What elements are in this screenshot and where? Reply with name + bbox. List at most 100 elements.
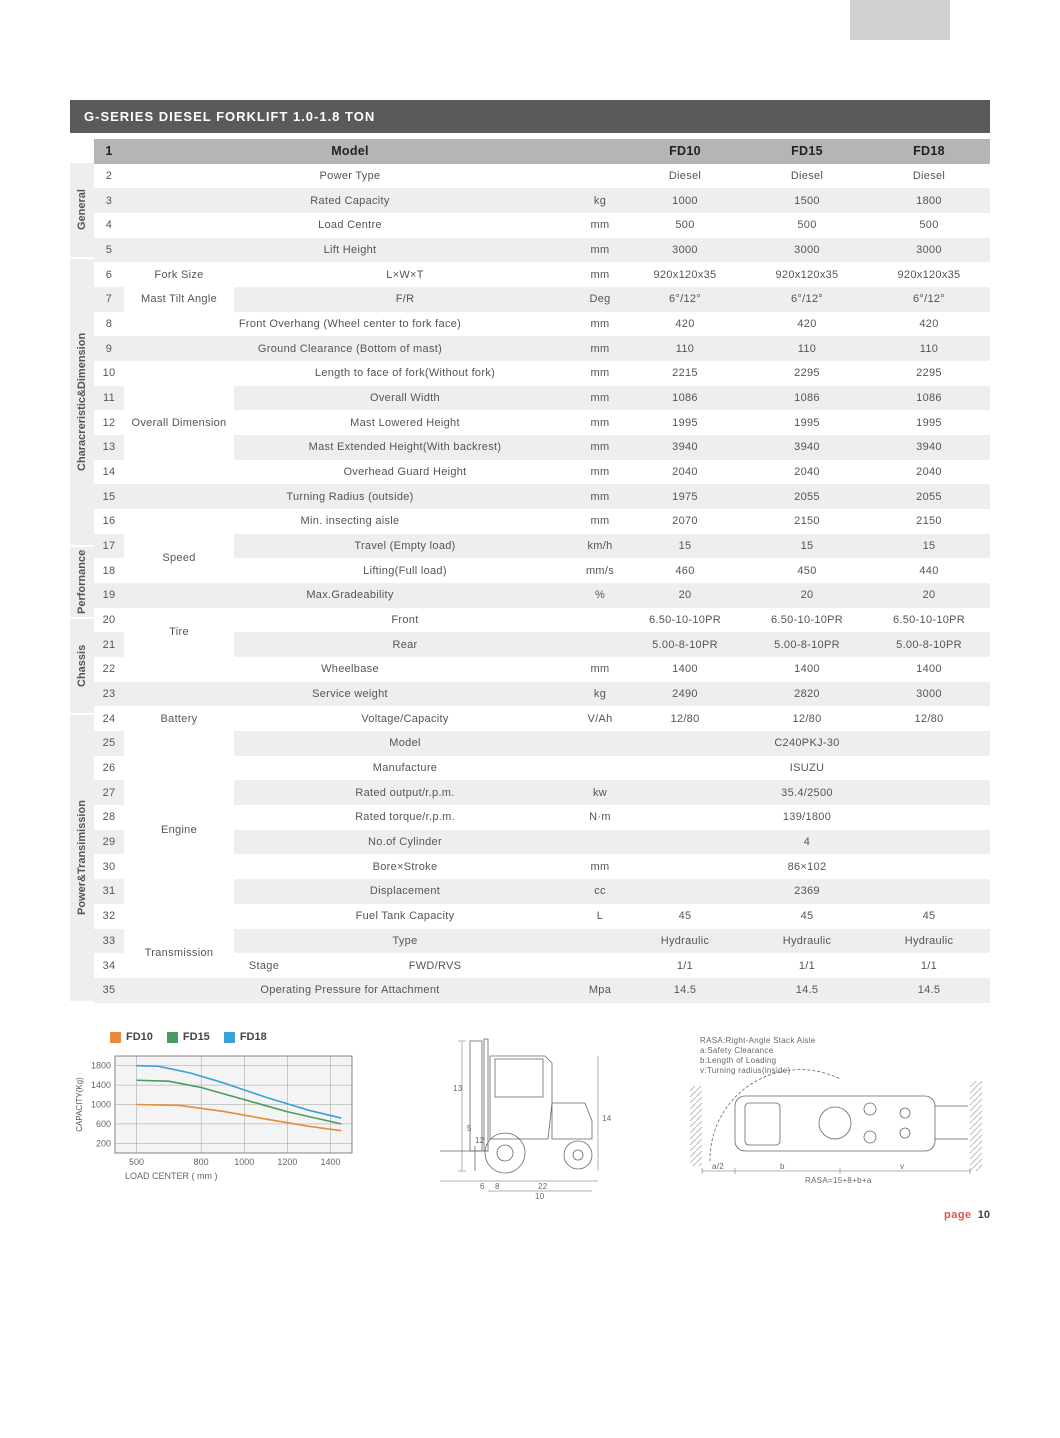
row-value: 5.00-8-10PR: [868, 632, 990, 657]
dim-label: 13: [453, 1084, 463, 1093]
row-label: Lifting(Full load): [234, 558, 576, 583]
row-unit: mm: [576, 386, 624, 411]
note: b:Length of Loading: [700, 1056, 776, 1065]
row-value: 2055: [746, 484, 868, 509]
row-num: 29: [94, 830, 124, 855]
row-value: 20: [868, 583, 990, 608]
row-num: 31: [94, 879, 124, 904]
row-value: 45: [624, 904, 746, 929]
row-num: 35: [94, 978, 124, 1003]
row-label: Travel (Empty load): [234, 534, 576, 559]
row-num: 12: [94, 410, 124, 435]
row-value: 3940: [868, 435, 990, 460]
formula: RASA=15+8+b+a: [805, 1176, 872, 1185]
row-sub: Fork Size: [124, 262, 234, 287]
row-value: 3000: [868, 238, 990, 263]
row-num: 9: [94, 336, 124, 361]
row-unit: mm: [576, 484, 624, 509]
row-unit: mm: [576, 657, 624, 682]
row-value: 110: [624, 336, 746, 361]
header-col: FD10: [624, 139, 746, 164]
page-footer: page 10: [944, 1209, 990, 1221]
row-sub: Engine: [124, 731, 234, 928]
row-value: Diesel: [868, 164, 990, 189]
row-sub: Speed: [124, 534, 234, 583]
row-unit: [576, 929, 624, 954]
legend-item: FD18: [224, 1031, 267, 1043]
row-value: 20: [624, 583, 746, 608]
row-value: 3000: [746, 238, 868, 263]
row-value: 500: [868, 213, 990, 238]
row-label: L×W×T: [234, 262, 576, 287]
header-col: FD15: [746, 139, 868, 164]
row-sub: Transmission: [124, 929, 234, 978]
dim-label: 12: [475, 1136, 485, 1145]
row-label: Front: [234, 608, 576, 633]
row-value: 1975: [624, 484, 746, 509]
row-num: 3: [94, 188, 124, 213]
row-num: 25: [94, 731, 124, 756]
row-value: 1995: [624, 410, 746, 435]
row-value: 420: [624, 312, 746, 337]
row-value-merged: 4: [624, 830, 990, 855]
row-value: 6.50-10-10PR: [624, 608, 746, 633]
row-unit: mm: [576, 460, 624, 485]
legend-label: FD10: [126, 1031, 153, 1043]
row-sub: Overall Dimension: [124, 361, 234, 484]
row-num: 16: [94, 509, 124, 534]
row-num: 33: [94, 929, 124, 954]
row-num: 5: [94, 238, 124, 263]
row-value: 6.50-10-10PR: [746, 608, 868, 633]
row-sub: Mast Tilt Angle: [124, 287, 234, 312]
row-value: 1500: [746, 188, 868, 213]
row-label: Rear: [234, 632, 576, 657]
category-label: Power&Transimission: [70, 715, 94, 1001]
row-label: Load Centre: [124, 213, 576, 238]
row-value: 14.5: [746, 978, 868, 1003]
row-value: Hydraulic: [868, 929, 990, 954]
row-value: 15: [746, 534, 868, 559]
row-value: 420: [868, 312, 990, 337]
row-unit: mm: [576, 238, 624, 263]
row-value: 45: [868, 904, 990, 929]
row-value: Diesel: [624, 164, 746, 189]
row-label: Fuel Tank Capacity: [234, 904, 576, 929]
category-label: Perfornance: [70, 547, 94, 617]
row-sub: Tire: [124, 608, 234, 657]
row-value: 500: [624, 213, 746, 238]
row-value: 2295: [868, 361, 990, 386]
row-value: 110: [868, 336, 990, 361]
row-value: 12/80: [868, 706, 990, 731]
row-num: 32: [94, 904, 124, 929]
row-label: Rated output/r.p.m.: [234, 780, 576, 805]
row-label: Overhead Guard Height: [234, 460, 576, 485]
row-num: 8: [94, 312, 124, 337]
row-value: 920x120x35: [624, 262, 746, 287]
row-num: 21: [94, 632, 124, 657]
svg-text:500: 500: [129, 1157, 144, 1167]
row-value: 460: [624, 558, 746, 583]
row-value: 450: [746, 558, 868, 583]
legend-label: FD18: [240, 1031, 267, 1043]
svg-text:1400: 1400: [320, 1157, 340, 1167]
row-label: Turning Radius (outside): [124, 484, 576, 509]
svg-text:1800: 1800: [91, 1061, 111, 1071]
category-label: General: [70, 163, 94, 257]
row-num: 26: [94, 756, 124, 781]
row-unit: kg: [576, 188, 624, 213]
row-num: 34: [94, 953, 124, 978]
row-unit: Deg: [576, 287, 624, 312]
row-label: Service weight: [124, 682, 576, 707]
row-value: Diesel: [746, 164, 868, 189]
forklift-top-diagram: RASA:Right-Angle Stack Aisle a:Safety Cl…: [690, 1031, 990, 1201]
row-value: 500: [746, 213, 868, 238]
row-label: Min. insecting aisle: [124, 509, 576, 534]
page-top-accent: [0, 0, 1060, 40]
row-unit: mm/s: [576, 558, 624, 583]
row-label: Manufacture: [234, 756, 576, 781]
row-unit: L: [576, 904, 624, 929]
row-num: 2: [94, 164, 124, 189]
dim-label: 14: [602, 1114, 612, 1123]
row-label: Front Overhang (Wheel center to fork fac…: [124, 312, 576, 337]
forklift-side-diagram: 13 5 12 14 6 8 22 10: [380, 1031, 670, 1201]
